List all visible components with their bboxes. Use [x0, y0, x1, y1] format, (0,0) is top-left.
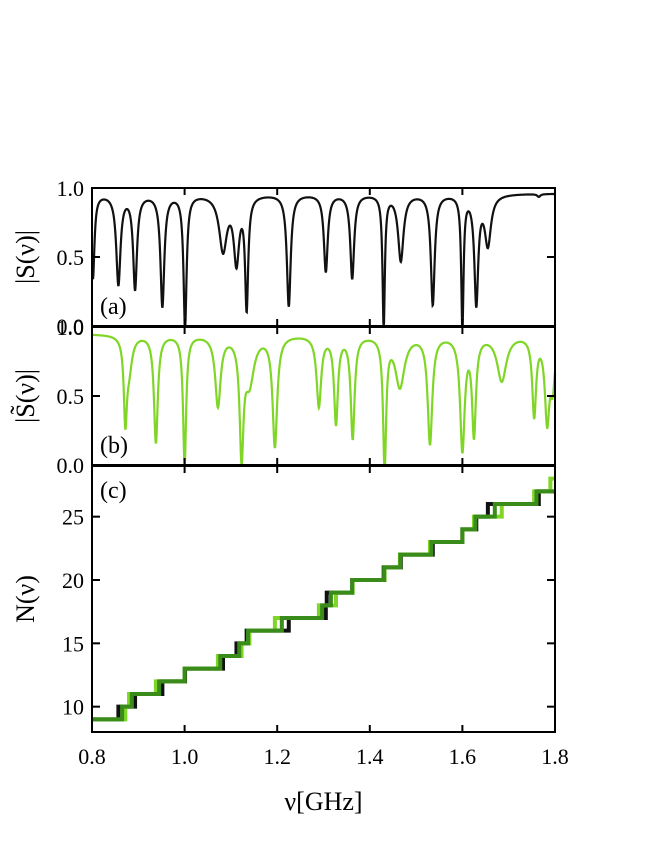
panel-a-ytick-label: 1.0	[57, 176, 85, 201]
panel-b-ytick-label: 0.5	[57, 384, 85, 409]
xtick-label: 0.8	[78, 744, 106, 769]
panel-c-staircase-3	[92, 489, 555, 722]
panel-c-ylabel: N(ν)	[11, 575, 40, 623]
panel-c-label: (c)	[100, 478, 127, 504]
panel-a-ylabel: |S(ν)|	[11, 230, 40, 284]
xtick-label: 1.2	[263, 744, 291, 769]
panel-a-label: (a)	[100, 294, 127, 320]
panel-b-spectrum-line	[92, 333, 555, 465]
panel-a-ytick-label: 0.5	[57, 245, 85, 270]
panel-c-ytick-label: 25	[62, 505, 84, 530]
xtick-label: 1.6	[449, 744, 477, 769]
panel-b-ylabel: |S̃(ν)|	[11, 369, 40, 423]
panel-a-ytick-label: 0.0	[57, 314, 85, 339]
panel-a-spectrum-line	[92, 192, 555, 326]
panel-c-ytick-label: 20	[62, 568, 84, 593]
panel-b: 0.0 0.5 1.0 (b) |S̃(ν)|	[11, 315, 556, 478]
xtick-label: 1.8	[541, 744, 569, 769]
panel-b-label: (b)	[100, 433, 128, 459]
panel-c: 10 15 20 25 (c) N(ν)	[11, 465, 556, 733]
panel-b-ytick-label: 0.0	[57, 453, 85, 478]
panel-c-ytick-label: 10	[62, 695, 84, 720]
x-axis: 0.8 1.0 1.2 1.4 1.6 1.8 ν[GHz]	[78, 188, 569, 816]
panel-a: 0.0 0.5 1.0 (a) |S(ν)|	[11, 176, 556, 339]
panel-b-ytick-label: 1.0	[57, 315, 85, 340]
x-axis-label: ν[GHz]	[284, 787, 362, 816]
panel-c-frame	[91, 465, 556, 733]
xtick-label: 1.4	[356, 744, 384, 769]
xtick-label: 1.0	[171, 744, 199, 769]
panel-c-ytick-label: 15	[62, 631, 84, 656]
